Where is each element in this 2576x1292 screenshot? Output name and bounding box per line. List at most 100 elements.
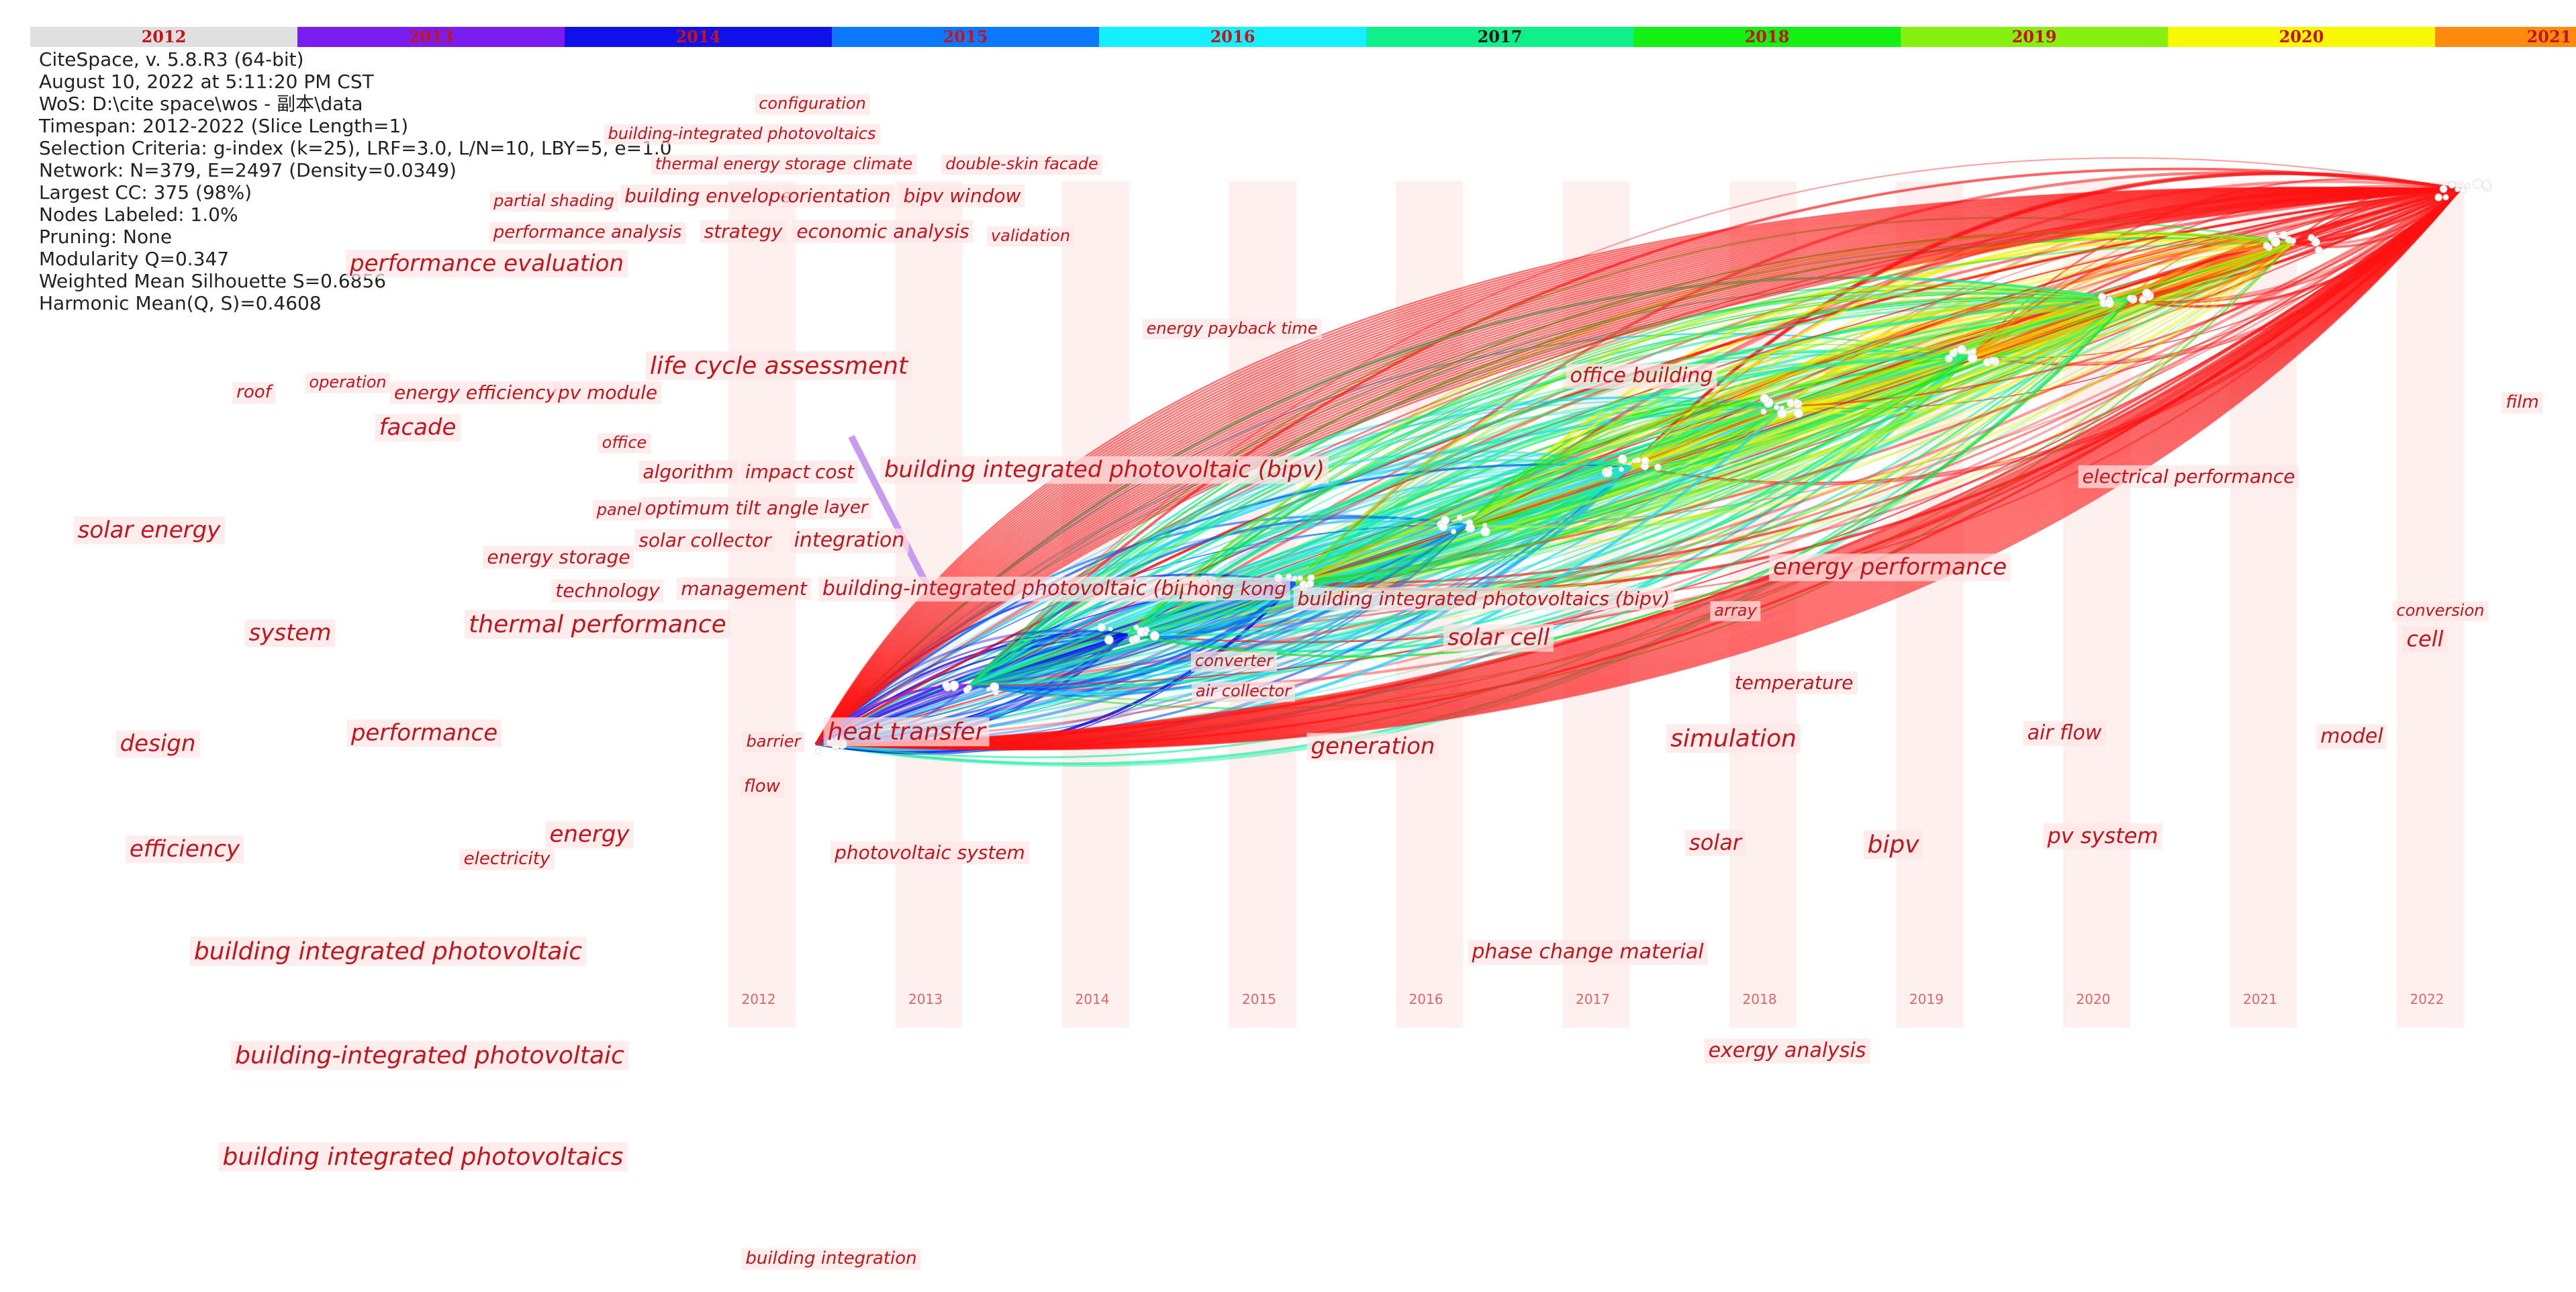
keyword-node[interactable] bbox=[2271, 237, 2281, 247]
keyword-label[interactable]: barrier bbox=[742, 732, 805, 752]
keyword-node[interactable] bbox=[1603, 468, 1613, 477]
keyword-label[interactable]: building integrated photovoltaics (bipv) bbox=[1293, 587, 1674, 611]
keyword-label[interactable]: solar cell bbox=[1443, 624, 1554, 652]
keyword-label[interactable]: film bbox=[2501, 392, 2543, 414]
keyword-label[interactable]: temperature bbox=[1730, 671, 1858, 695]
keyword-node[interactable] bbox=[2262, 242, 2271, 250]
keyword-label[interactable]: photovoltaic system bbox=[830, 841, 1029, 865]
keyword-label[interactable]: cell bbox=[2402, 626, 2448, 653]
keyword-label[interactable]: design bbox=[115, 730, 200, 758]
keyword-label[interactable]: converter bbox=[1191, 651, 1277, 672]
keyword-node[interactable] bbox=[1956, 344, 1966, 355]
keyword-label[interactable]: roof bbox=[232, 382, 275, 404]
keyword-label[interactable]: office building bbox=[1566, 363, 1717, 389]
keyword-label[interactable]: building-integrated photovoltaic (bipv) bbox=[818, 576, 1217, 602]
keyword-label[interactable]: facade bbox=[375, 414, 461, 442]
keyword-label[interactable]: orientation bbox=[783, 184, 895, 208]
keyword-node[interactable] bbox=[1466, 523, 1475, 533]
keyword-label[interactable]: heat transfer bbox=[823, 717, 990, 747]
keyword-label[interactable]: climate bbox=[849, 154, 917, 175]
keyword-label[interactable]: flow bbox=[740, 776, 784, 798]
keyword-label[interactable]: life cycle assessment bbox=[645, 351, 912, 381]
keyword-label[interactable]: energy efficiency bbox=[389, 381, 561, 405]
keyword-node[interactable] bbox=[1988, 357, 1996, 365]
keyword-label[interactable]: operation bbox=[305, 373, 391, 393]
keyword-node[interactable] bbox=[2454, 186, 2461, 193]
keyword-node[interactable] bbox=[1440, 516, 1450, 525]
keyword-label[interactable]: electrical performance bbox=[2078, 465, 2299, 489]
keyword-node[interactable] bbox=[1970, 348, 1977, 355]
keyword-node[interactable] bbox=[1292, 575, 1298, 582]
keyword-node[interactable] bbox=[2459, 187, 2467, 194]
keyword-label[interactable]: energy payback time bbox=[1142, 319, 1322, 339]
keyword-label[interactable]: electricity bbox=[459, 849, 555, 870]
keyword-label[interactable]: efficiency bbox=[125, 835, 244, 864]
keyword-label[interactable]: bipv window bbox=[899, 184, 1025, 208]
keyword-label[interactable]: system bbox=[244, 619, 336, 647]
keyword-label[interactable]: optimum tilt angle bbox=[640, 496, 823, 520]
keyword-node[interactable] bbox=[1617, 454, 1627, 464]
keyword-node[interactable] bbox=[1760, 408, 1767, 415]
keyword-node[interactable] bbox=[1450, 528, 1457, 535]
keyword-node[interactable] bbox=[1779, 405, 1785, 411]
keyword-node[interactable] bbox=[2285, 236, 2293, 244]
keyword-label[interactable]: building integration bbox=[741, 1248, 921, 1270]
keyword-label[interactable]: office bbox=[598, 433, 651, 453]
keyword-label[interactable]: impact bbox=[741, 460, 814, 484]
keyword-node[interactable] bbox=[1654, 463, 1662, 471]
keyword-node[interactable] bbox=[1104, 635, 1114, 645]
keyword-node[interactable] bbox=[2142, 288, 2152, 299]
keyword-node[interactable] bbox=[963, 686, 970, 694]
keyword-node[interactable] bbox=[2434, 193, 2442, 201]
keyword-label[interactable]: performance evaluation bbox=[346, 250, 628, 278]
keyword-label[interactable]: double-skin facade bbox=[941, 154, 1102, 175]
keyword-label[interactable]: thermal performance bbox=[465, 610, 730, 639]
keyword-node[interactable] bbox=[2314, 246, 2323, 255]
keyword-label[interactable]: configuration bbox=[755, 94, 870, 114]
keyword-label[interactable]: hong kong bbox=[1182, 577, 1291, 601]
keyword-label[interactable]: integration bbox=[790, 528, 909, 553]
keyword-label[interactable]: performance analysis bbox=[489, 222, 686, 244]
keyword-label[interactable]: solar energy bbox=[73, 516, 225, 545]
keyword-node[interactable] bbox=[2138, 295, 2147, 304]
keyword-label[interactable]: solar bbox=[1685, 829, 1746, 856]
keyword-label[interactable]: air flow bbox=[2023, 721, 2106, 746]
keyword-node[interactable] bbox=[2448, 181, 2456, 189]
keyword-node[interactable] bbox=[2279, 230, 2288, 240]
keyword-node[interactable] bbox=[1133, 625, 1139, 631]
keyword-label[interactable]: conversion bbox=[2392, 601, 2489, 621]
keyword-label[interactable]: panel bbox=[592, 500, 646, 520]
keyword-node[interactable] bbox=[2439, 185, 2448, 193]
keyword-label[interactable]: strategy bbox=[700, 220, 787, 244]
keyword-node[interactable] bbox=[990, 682, 1000, 692]
keyword-label[interactable]: building integrated photovoltaic (bipv) bbox=[879, 456, 1329, 484]
keyword-node[interactable] bbox=[2104, 298, 2115, 308]
keyword-label[interactable]: partial shading bbox=[489, 191, 618, 212]
keyword-node[interactable] bbox=[1793, 408, 1803, 418]
keyword-label[interactable]: layer bbox=[820, 498, 872, 519]
keyword-node[interactable] bbox=[1143, 631, 1149, 637]
keyword-label[interactable]: solar collector bbox=[634, 528, 775, 553]
keyword-label[interactable]: simulation bbox=[1666, 724, 1801, 753]
keyword-node[interactable] bbox=[1618, 466, 1624, 472]
keyword-label[interactable]: bipv bbox=[1863, 830, 1923, 860]
keyword-label[interactable]: validation bbox=[986, 226, 1075, 246]
keyword-label[interactable]: thermal energy storage bbox=[651, 154, 851, 175]
keyword-node[interactable] bbox=[1297, 575, 1303, 582]
keyword-label[interactable]: building envelope bbox=[620, 184, 796, 208]
keyword-label[interactable]: performance bbox=[346, 719, 502, 747]
keyword-node[interactable] bbox=[1793, 398, 1801, 406]
keyword-label[interactable]: technology bbox=[551, 579, 664, 603]
keyword-label[interactable]: building-integrated photovoltaics bbox=[604, 124, 880, 144]
keyword-node[interactable] bbox=[1760, 394, 1770, 404]
keyword-label[interactable]: air collector bbox=[1191, 682, 1296, 702]
keyword-label[interactable]: energy bbox=[545, 821, 634, 849]
keyword-label[interactable]: generation bbox=[1306, 733, 1439, 761]
keyword-label[interactable]: cost bbox=[810, 460, 859, 484]
keyword-node[interactable] bbox=[1132, 635, 1141, 643]
keyword-label[interactable]: exergy analysis bbox=[1704, 1038, 1870, 1064]
keyword-label[interactable]: economic analysis bbox=[792, 220, 973, 244]
keyword-label[interactable]: model bbox=[2316, 724, 2387, 749]
keyword-node[interactable] bbox=[2130, 297, 2136, 302]
